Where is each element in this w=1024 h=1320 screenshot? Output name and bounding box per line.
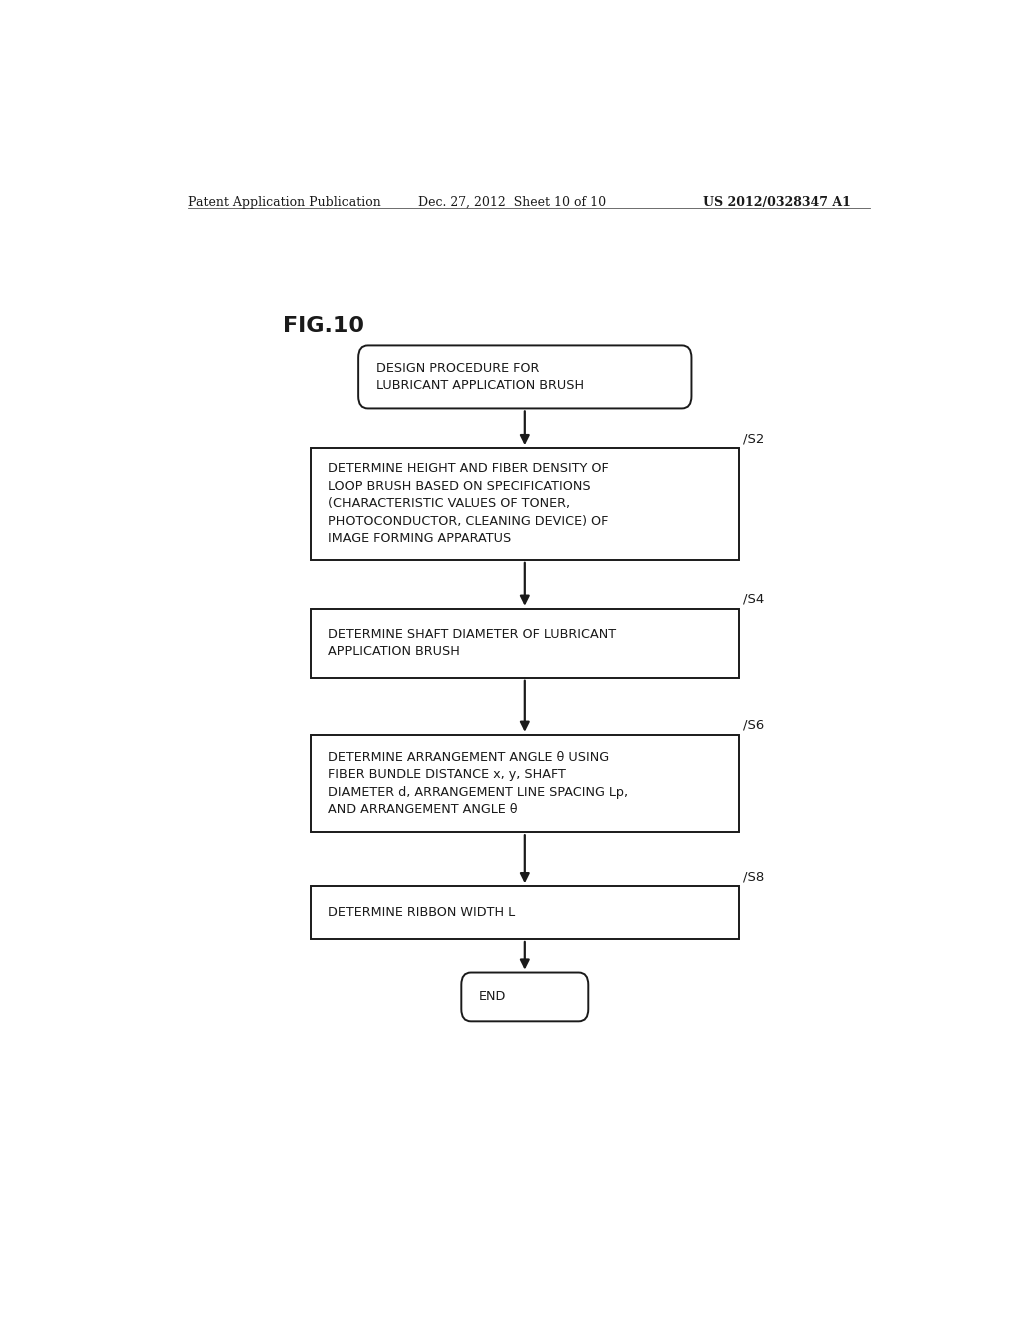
Text: DESIGN PROCEDURE FOR
LUBRICANT APPLICATION BRUSH: DESIGN PROCEDURE FOR LUBRICANT APPLICATI… [376, 362, 584, 392]
Text: US 2012/0328347 A1: US 2012/0328347 A1 [703, 195, 851, 209]
Text: DETERMINE RIBBON WIDTH L: DETERMINE RIBBON WIDTH L [328, 906, 515, 919]
Bar [310, 886, 739, 939]
Text: Dec. 27, 2012  Sheet 10 of 10: Dec. 27, 2012 Sheet 10 of 10 [418, 195, 606, 209]
Text: Patent Application Publication: Patent Application Publication [187, 195, 380, 209]
Text: FIG.10: FIG.10 [283, 315, 364, 337]
Bar [310, 447, 739, 560]
Text: /S6: /S6 [743, 718, 764, 731]
Text: /S4: /S4 [743, 593, 764, 606]
Text: /S2: /S2 [743, 432, 764, 445]
Text: /S8: /S8 [743, 870, 764, 883]
Text: DETERMINE SHAFT DIAMETER OF LUBRICANT
APPLICATION BRUSH: DETERMINE SHAFT DIAMETER OF LUBRICANT AP… [328, 628, 616, 659]
FancyBboxPatch shape [461, 973, 588, 1022]
Text: DETERMINE HEIGHT AND FIBER DENSITY OF
LOOP BRUSH BASED ON SPECIFICATIONS
(CHARAC: DETERMINE HEIGHT AND FIBER DENSITY OF LO… [328, 462, 608, 545]
FancyBboxPatch shape [358, 346, 691, 408]
Text: END: END [479, 990, 506, 1003]
Bar [310, 609, 739, 677]
Text: DETERMINE ARRANGEMENT ANGLE θ USING
FIBER BUNDLE DISTANCE x, y, SHAFT
DIAMETER d: DETERMINE ARRANGEMENT ANGLE θ USING FIBE… [328, 751, 628, 816]
Bar [310, 735, 739, 833]
